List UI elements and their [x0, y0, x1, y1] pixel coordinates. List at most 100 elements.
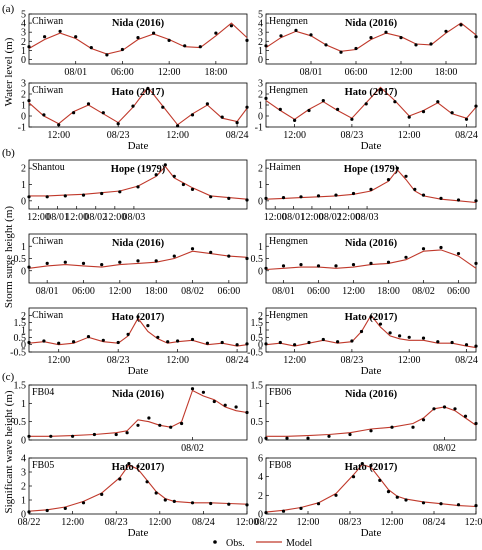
y-tick-label: 3 [258, 28, 263, 39]
station-label: Chiwan [32, 16, 63, 27]
obs-point-b3 [27, 265, 31, 269]
obs-point-a4 [436, 100, 440, 104]
x-axis-title: Date [361, 140, 382, 152]
obs-point-b4 [386, 260, 391, 264]
obs-point-c1 [212, 399, 216, 404]
obs-point-c4 [281, 509, 286, 513]
obs-point-b5 [27, 340, 31, 345]
x-tick-label: 08/23 [105, 517, 128, 528]
obs-point-a1 [183, 44, 187, 48]
obs-point-b6 [321, 337, 325, 342]
obs-point-c1 [136, 423, 140, 427]
obs-point-b2 [439, 196, 443, 200]
obs-point-b1 [118, 190, 122, 194]
model-line-c4 [265, 463, 477, 513]
obs-point-b5 [190, 337, 195, 342]
y-tick-label: 0 [21, 55, 26, 66]
x-tick-label: 08/22 [18, 517, 41, 528]
obs-point-b2 [474, 199, 478, 203]
obs-point-b1 [63, 194, 67, 198]
obs-point-c4 [334, 493, 338, 497]
y-tick-label: 0 [258, 436, 263, 447]
obs-point-c1 [71, 434, 75, 438]
station-label: Haimen [269, 162, 301, 173]
obs-point-c3 [145, 480, 149, 484]
model-line-a4 [265, 86, 477, 120]
obs-point-c1 [190, 387, 195, 391]
obs-point-c3 [227, 502, 231, 506]
obs-point-b4 [299, 263, 303, 267]
obs-point-a1 [136, 36, 140, 40]
model-line-a2 [265, 22, 477, 52]
obs-point-a2 [414, 43, 418, 47]
obs-point-c1 [147, 416, 151, 420]
model-line-b4 [265, 249, 477, 271]
obs-point-a4 [421, 110, 426, 114]
obs-point-a3 [190, 113, 195, 117]
obs-point-a3 [57, 123, 61, 127]
obs-point-b5 [156, 335, 160, 339]
obs-point-a1 [198, 45, 202, 49]
y-tick-label: 0 [258, 55, 263, 66]
y-tick-label: 4 [258, 472, 263, 483]
obs-point-a1 [74, 35, 78, 39]
obs-point-a4 [407, 115, 411, 119]
obs-point-b5 [86, 335, 91, 339]
obs-point-a3 [101, 111, 105, 115]
y-tick-label: 0 [258, 196, 263, 207]
x-tick-label: 12:00 [398, 130, 421, 141]
obs-point-a4 [364, 102, 368, 106]
x-tick-label: 06:00 [447, 286, 470, 297]
obs-point-b3 [172, 254, 176, 258]
obs-point-c2 [369, 429, 373, 433]
x-tick-label: 12:00 [342, 286, 365, 297]
x-tick-label: 12:00 [465, 517, 482, 528]
obs-point-c1 [125, 431, 129, 435]
y-tick-label: 2 [21, 311, 26, 322]
obs-point-c2 [442, 405, 447, 409]
x-tick-label: 08/24 [226, 355, 249, 366]
obs-point-b5 [220, 340, 224, 345]
obs-point-b6 [421, 336, 426, 340]
obs-point-b5 [245, 342, 249, 346]
obs-point-a2 [474, 35, 478, 39]
obs-point-c4 [386, 490, 391, 494]
obs-point-c2 [463, 414, 468, 418]
obs-point-b6 [307, 340, 311, 345]
panel-title: Hato (2017) [345, 87, 398, 98]
obs-point-a2 [339, 50, 343, 54]
obs-point-b5 [57, 341, 61, 345]
obs-point-a4 [321, 99, 325, 103]
obs-point-c3 [27, 510, 31, 514]
panel-title: Hope (1979) [111, 164, 166, 175]
y-tick-label: 2 [21, 90, 26, 101]
obs-point-b5 [176, 339, 180, 343]
obs-point-a3 [116, 122, 120, 126]
obs-point-b1 [136, 185, 140, 189]
obs-point-c2 [264, 436, 268, 440]
x-axis-title: Date [128, 365, 149, 377]
obs-point-b4 [351, 263, 356, 267]
x-tick-label: 12:00 [108, 286, 131, 297]
obs-point-b1 [81, 193, 86, 197]
obs-point-b6 [436, 340, 440, 344]
obs-point-b4 [456, 252, 461, 256]
obs-point-c4 [421, 501, 426, 505]
model-line-a1 [28, 22, 248, 55]
obs-point-b2 [299, 195, 303, 199]
legend-obs-label: Obs. [226, 538, 245, 549]
y-tick-label: -1 [255, 123, 263, 134]
panel-title: Nida (2016) [345, 18, 398, 29]
obs-point-c3 [163, 498, 167, 502]
x-tick-label: 12:00 [103, 212, 126, 223]
obs-point-b3 [81, 261, 86, 265]
obs-point-b2 [369, 187, 373, 191]
obs-point-b6 [378, 322, 383, 326]
y-tick-label: 1.5 [14, 381, 27, 392]
panel-title: Hato (2017) [112, 312, 165, 323]
obs-point-b6 [398, 334, 402, 338]
y-tick-label: 0 [21, 112, 26, 123]
obs-point-c3 [81, 501, 86, 505]
obs-point-b2 [421, 193, 426, 197]
